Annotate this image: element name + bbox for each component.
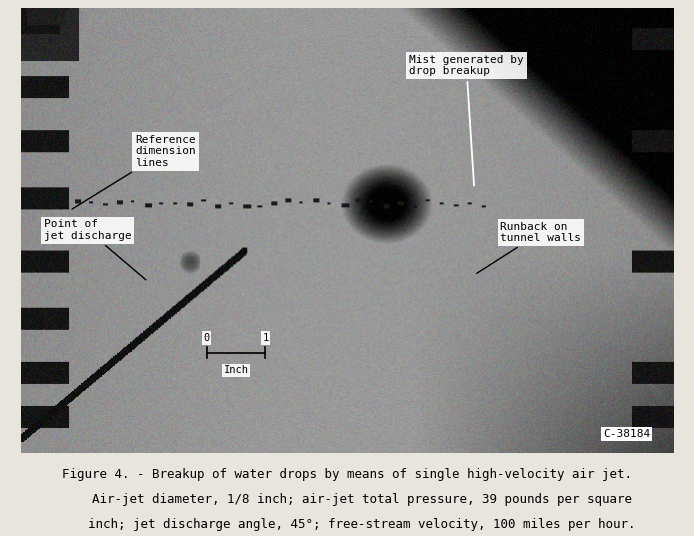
Text: Air-jet diameter, 1/8 inch; air-jet total pressure, 39 pounds per square: Air-jet diameter, 1/8 inch; air-jet tota…: [62, 493, 632, 506]
Text: Mist generated by
drop breakup: Mist generated by drop breakup: [409, 55, 524, 185]
Text: inch; jet discharge angle, 45°; free-stream velocity, 100 miles per hour.: inch; jet discharge angle, 45°; free-str…: [58, 518, 636, 531]
Text: Inch: Inch: [223, 365, 248, 375]
Text: Reference
dimension
lines: Reference dimension lines: [72, 135, 196, 209]
Text: Figure 4. - Breakup of water drops by means of single high-velocity air jet.: Figure 4. - Breakup of water drops by me…: [62, 468, 632, 481]
Text: C-38184: C-38184: [603, 429, 650, 438]
Text: 1: 1: [262, 333, 269, 343]
Text: 0: 0: [203, 333, 210, 343]
Text: Runback on
tunnel walls: Runback on tunnel walls: [477, 221, 582, 273]
Text: Point of
jet discharge: Point of jet discharge: [44, 219, 146, 280]
